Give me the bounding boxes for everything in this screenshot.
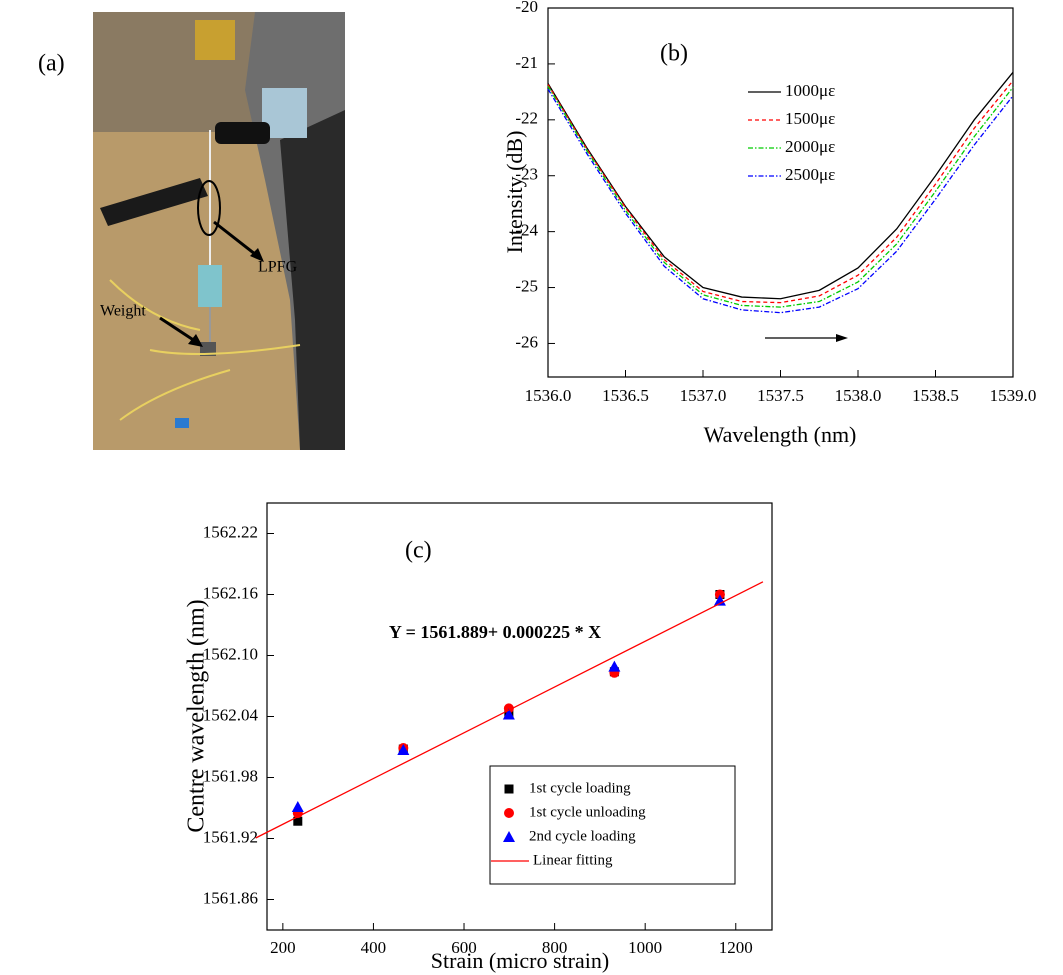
- y-tick-label: -22: [515, 109, 538, 128]
- x-tick-label: 1538.0: [835, 386, 882, 405]
- legend-label: 2000με: [785, 137, 835, 156]
- y-tick-label: 1562.22: [203, 522, 258, 541]
- series-line: [547, 80, 1014, 304]
- marker-triangle: [608, 660, 621, 672]
- lpfg-arrowhead: [250, 248, 264, 262]
- y-tick-label: 1561.92: [203, 827, 258, 846]
- weight-arrowhead: [188, 334, 203, 347]
- y-tick-label: -20: [515, 0, 538, 16]
- clip: [175, 418, 189, 428]
- x-tick-label: 1200: [719, 938, 753, 957]
- equation: Y = 1561.889+ 0.000225 * X: [389, 622, 601, 642]
- weight-arrow: [159, 316, 199, 345]
- marker-triangle: [503, 831, 515, 842]
- x-tick-label: 1536.5: [602, 386, 649, 405]
- legend-label: 2nd cycle loading: [529, 828, 636, 844]
- legend-label: 1st cycle unloading: [529, 804, 646, 820]
- legend-label: 1500με: [785, 109, 835, 128]
- marker-triangle: [291, 800, 304, 812]
- y-tick-label: -23: [515, 165, 538, 184]
- x-tick-label: 1537.0: [680, 386, 727, 405]
- photo-annotation: LPFG: [258, 259, 298, 276]
- panel-label: (c): [405, 538, 432, 564]
- y-tick-label: -26: [515, 332, 538, 351]
- x-tick-label: 1000: [628, 938, 662, 957]
- y-axis-label: Centre wavelength (nm): [184, 599, 210, 832]
- marker-square: [293, 816, 303, 826]
- marker-square: [504, 784, 514, 794]
- legend-label: 1000με: [785, 81, 835, 100]
- y-tick-label: 1561.98: [203, 766, 258, 785]
- y-tick-label: 1562.10: [203, 644, 258, 663]
- series-line: [547, 71, 1014, 300]
- photo-annotation: Weight: [100, 303, 146, 320]
- panel-label: (b): [660, 41, 688, 67]
- table-leg: [280, 110, 345, 450]
- panel-label: (a): [38, 51, 65, 77]
- x-tick-label: 800: [542, 938, 568, 957]
- rod: [100, 178, 208, 226]
- y-tick-label: -21: [515, 53, 538, 72]
- marker-triangle: [397, 744, 410, 756]
- cables: [109, 279, 301, 421]
- marker-circle: [504, 808, 514, 818]
- legend-frame: [489, 765, 736, 885]
- brass-mount: [195, 20, 235, 60]
- lpfg-circle: [197, 180, 221, 236]
- x-axis-label: Wavelength (nm): [704, 422, 857, 447]
- x-tick-label: 1539.0: [990, 386, 1037, 405]
- x-tick-label: 600: [451, 938, 477, 957]
- series-line: [547, 88, 1014, 314]
- y-tick-label: -24: [515, 221, 538, 240]
- legend-label: 1st cycle loading: [529, 780, 631, 796]
- y-tick-label: -25: [515, 276, 538, 295]
- series-line: [255, 581, 764, 839]
- x-tick-label: 1538.5: [912, 386, 959, 405]
- x-tick-label: 1536.0: [525, 386, 572, 405]
- x-tick-label: 200: [270, 938, 296, 957]
- fiber-holder: [198, 265, 222, 307]
- x-axis-label: Strain (micro strain): [431, 948, 609, 973]
- marker-circle: [714, 589, 725, 600]
- x-tick-label: 1537.5: [757, 386, 804, 405]
- post-holder: [215, 122, 270, 144]
- series-line: [547, 85, 1014, 308]
- marker-triangle: [502, 708, 515, 720]
- legend-label: Linear fitting: [533, 852, 613, 868]
- y-tick-label: 1562.16: [203, 583, 258, 602]
- legend-label: 2500με: [785, 165, 835, 184]
- y-tick-label: 1561.86: [203, 888, 258, 907]
- marker-triangle: [713, 594, 726, 606]
- photo: LPFG Weight: [93, 12, 345, 450]
- lpfg-arrow: [213, 220, 261, 260]
- x-tick-label: 400: [361, 938, 387, 957]
- shift-arrowhead: [836, 334, 848, 342]
- weight: [200, 342, 216, 356]
- y-tick-label: 1562.04: [203, 705, 259, 724]
- plot-frame: [547, 7, 1014, 378]
- y-axis-label: Intensity (dB): [502, 131, 527, 254]
